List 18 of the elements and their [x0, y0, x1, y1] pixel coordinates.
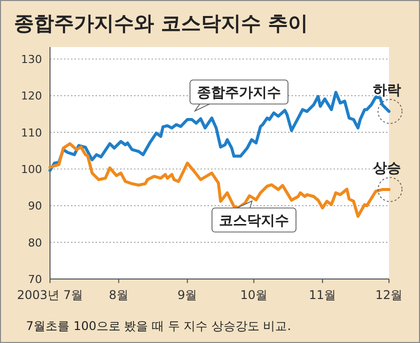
y-tick-label: 80 [28, 236, 42, 250]
text: 7월초를 100으로 봤을 때 두 지수 상승강도 비교. [26, 319, 292, 333]
annotation: 상승 [373, 160, 401, 177]
y-tick-label: 70 [28, 273, 42, 286]
y-tick-label: 90 [28, 200, 42, 213]
y-tick-label: 130 [21, 53, 42, 66]
x-tick-label: 8월 [108, 288, 129, 302]
y-tick-label: 110 [21, 126, 42, 140]
y-tick-label: 100 [21, 163, 42, 176]
x-tick-label: 12월 [375, 288, 403, 302]
x-tick-label: 11월 [308, 288, 336, 302]
series-label: 코스닥지수 [219, 213, 289, 229]
annotation: 하락 [373, 82, 401, 98]
chart-title: 종합주가지수와 코스닥지수 추이 [14, 11, 308, 35]
y-tick-label: 120 [21, 90, 42, 103]
x-tick-label: 2003년 7월 [17, 288, 83, 302]
x-tick-label: 10월 [240, 288, 268, 302]
x-tick-label: 9월 [178, 288, 198, 302]
